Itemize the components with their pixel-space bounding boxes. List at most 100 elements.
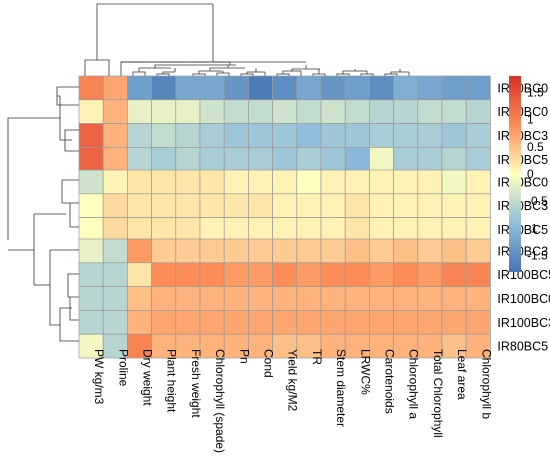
heatmap-cell bbox=[199, 217, 225, 242]
heatmap-cell bbox=[344, 310, 370, 335]
heatmap-cell bbox=[441, 193, 467, 218]
heatmap-cell bbox=[465, 262, 491, 287]
heatmap-cell bbox=[175, 123, 201, 148]
heatmap-cell bbox=[344, 238, 370, 264]
heatmap-cell bbox=[296, 123, 322, 148]
heatmap-cell bbox=[441, 75, 467, 101]
legend-tick-label: 0.5 bbox=[527, 140, 544, 154]
heatmap-cell bbox=[393, 286, 419, 311]
heatmap-cell bbox=[441, 238, 467, 264]
heatmap-cell bbox=[393, 147, 419, 172]
heatmap-cell bbox=[393, 310, 419, 335]
heatmap-cell bbox=[369, 123, 394, 148]
heatmap-cell bbox=[441, 286, 467, 311]
heatmap-cell bbox=[223, 238, 249, 264]
heatmap-cell bbox=[344, 123, 370, 148]
heatmap-cell bbox=[102, 262, 128, 287]
heatmap-cell bbox=[175, 75, 201, 101]
heatmap-cell bbox=[151, 169, 177, 195]
heatmap-cell bbox=[127, 147, 152, 172]
heatmap-cell bbox=[393, 262, 419, 287]
heatmap-cell bbox=[223, 123, 249, 148]
heatmap-cell bbox=[223, 310, 249, 335]
column-label: Proline bbox=[116, 349, 130, 387]
heatmap-cell bbox=[78, 123, 104, 148]
row-label: IR60BC0 bbox=[497, 105, 548, 119]
heatmap-cell bbox=[102, 193, 128, 218]
heatmap-cell bbox=[320, 75, 346, 101]
heatmap-cell bbox=[199, 286, 225, 311]
heatmap-cell bbox=[296, 193, 322, 218]
heatmap-cell bbox=[272, 123, 298, 148]
heatmap-cell bbox=[199, 193, 225, 218]
heatmap-cell bbox=[127, 238, 152, 264]
column-label: PW kg/m3 bbox=[92, 349, 106, 405]
heatmap-cell bbox=[441, 217, 467, 242]
heatmap-cell bbox=[248, 123, 273, 148]
heatmap-cell bbox=[417, 286, 443, 311]
column-label: Chlorophyll b bbox=[479, 349, 493, 419]
heatmap-cell bbox=[272, 217, 298, 242]
heatmap-cell bbox=[151, 147, 177, 172]
heatmap-cell bbox=[344, 169, 370, 195]
heatmap-cell bbox=[248, 262, 273, 287]
heatmap-cell bbox=[127, 217, 152, 242]
row-label: IR80BC0 bbox=[497, 175, 548, 189]
heatmap-cell bbox=[127, 123, 152, 148]
heatmap-cell bbox=[272, 147, 298, 172]
heatmap-cell bbox=[127, 169, 152, 195]
heatmap-cell bbox=[369, 75, 394, 101]
heatmap-cell bbox=[320, 286, 346, 311]
heatmap-cell bbox=[223, 193, 249, 218]
heatmap-cell bbox=[393, 99, 419, 124]
heatmap-cell bbox=[369, 169, 394, 195]
heatmap-cell bbox=[320, 238, 346, 264]
heatmap-cell bbox=[78, 286, 104, 311]
heatmap-cell bbox=[127, 286, 152, 311]
row-dendrogram bbox=[7, 86, 79, 342]
heatmap-cell bbox=[393, 169, 419, 195]
heatmap-cell bbox=[272, 99, 298, 124]
heatmap-cell bbox=[248, 169, 273, 195]
column-label: TR bbox=[310, 349, 324, 365]
heatmap-cell bbox=[393, 217, 419, 242]
heatmap-cell bbox=[199, 99, 225, 124]
heatmap-cell bbox=[296, 238, 322, 264]
heatmap-cell bbox=[369, 147, 394, 172]
heatmap-cell bbox=[320, 193, 346, 218]
heatmap-cell bbox=[296, 286, 322, 311]
heatmap-cell bbox=[223, 99, 249, 124]
heatmap-cell bbox=[199, 310, 225, 335]
heatmap-cell bbox=[344, 262, 370, 287]
heatmap-cell bbox=[344, 75, 370, 101]
heatmap-cell bbox=[248, 286, 273, 311]
heatmap-cell bbox=[199, 123, 225, 148]
heatmap-cell bbox=[441, 123, 467, 148]
heatmap-cell bbox=[465, 169, 491, 195]
heatmap-cell bbox=[417, 310, 443, 335]
heatmap-cell bbox=[344, 193, 370, 218]
heatmap-cell bbox=[441, 147, 467, 172]
heatmap-cell bbox=[417, 262, 443, 287]
heatmap-cell bbox=[223, 75, 249, 101]
heatmap-cell bbox=[127, 99, 152, 124]
legend-tick-label: 1.5 bbox=[527, 85, 544, 99]
heatmap-cell bbox=[465, 238, 491, 264]
column-label: Plant height bbox=[165, 349, 179, 413]
heatmap-cell bbox=[393, 238, 419, 264]
heatmap-cell bbox=[127, 193, 152, 218]
row-label: IR80BC5 bbox=[497, 340, 548, 354]
row-label: IR40BC5 bbox=[497, 153, 548, 167]
heatmap-cell bbox=[151, 217, 177, 242]
heatmap-cell bbox=[344, 147, 370, 172]
heatmap-cell bbox=[102, 286, 128, 311]
heatmap-cell bbox=[175, 99, 201, 124]
legend-tick-label: -1.5 bbox=[527, 249, 548, 263]
heatmap-cell bbox=[369, 238, 394, 264]
heatmap-cell bbox=[223, 147, 249, 172]
heatmap-cell bbox=[102, 147, 128, 172]
column-label: Fresh weight bbox=[189, 349, 203, 418]
heatmap-cell bbox=[320, 310, 346, 335]
heatmap-cell bbox=[127, 262, 152, 287]
heatmap-cell bbox=[78, 310, 104, 335]
